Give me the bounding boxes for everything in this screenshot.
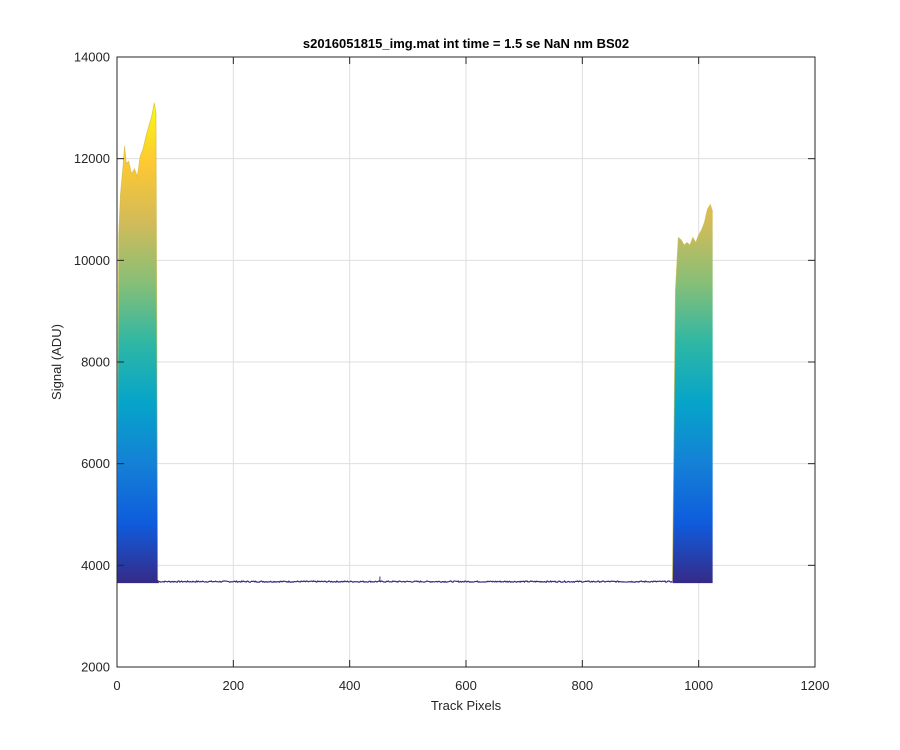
signal-band-edge-1 (117, 102, 160, 582)
x-tick-label: 1200 (801, 678, 830, 693)
x-tick-label: 1000 (684, 678, 713, 693)
x-tick-label: 200 (222, 678, 244, 693)
y-tick-label: 8000 (81, 355, 110, 370)
chart-title: s2016051815_img.mat int time = 1.5 se Na… (303, 36, 629, 51)
data-layer (117, 102, 714, 584)
baseline-trace (158, 580, 673, 584)
x-tick-label: 800 (571, 678, 593, 693)
y-tick-label: 14000 (74, 50, 110, 65)
y-tick-label: 12000 (74, 151, 110, 166)
tick-labels: 0 200 400 600 800 1000 1200 2000 4000 6000 8000 100… (74, 50, 830, 694)
y-tick-label: 4000 (81, 558, 110, 573)
axes (116, 56, 816, 668)
x-tick-label: 400 (339, 678, 361, 693)
x-axis-title: Track Pixels (431, 698, 502, 713)
signal-band-1 (117, 102, 159, 584)
signal-band-2 (672, 204, 713, 584)
y-axis-title: Signal (ADU) (49, 324, 64, 400)
y-tick-label: 2000 (81, 660, 110, 675)
y-tick-label: 10000 (74, 253, 110, 268)
x-tick-label: 600 (455, 678, 477, 693)
signal-band-edge-2 (672, 203, 714, 580)
y-tick-label: 6000 (81, 456, 110, 471)
x-tick-label: 0 (113, 678, 120, 693)
